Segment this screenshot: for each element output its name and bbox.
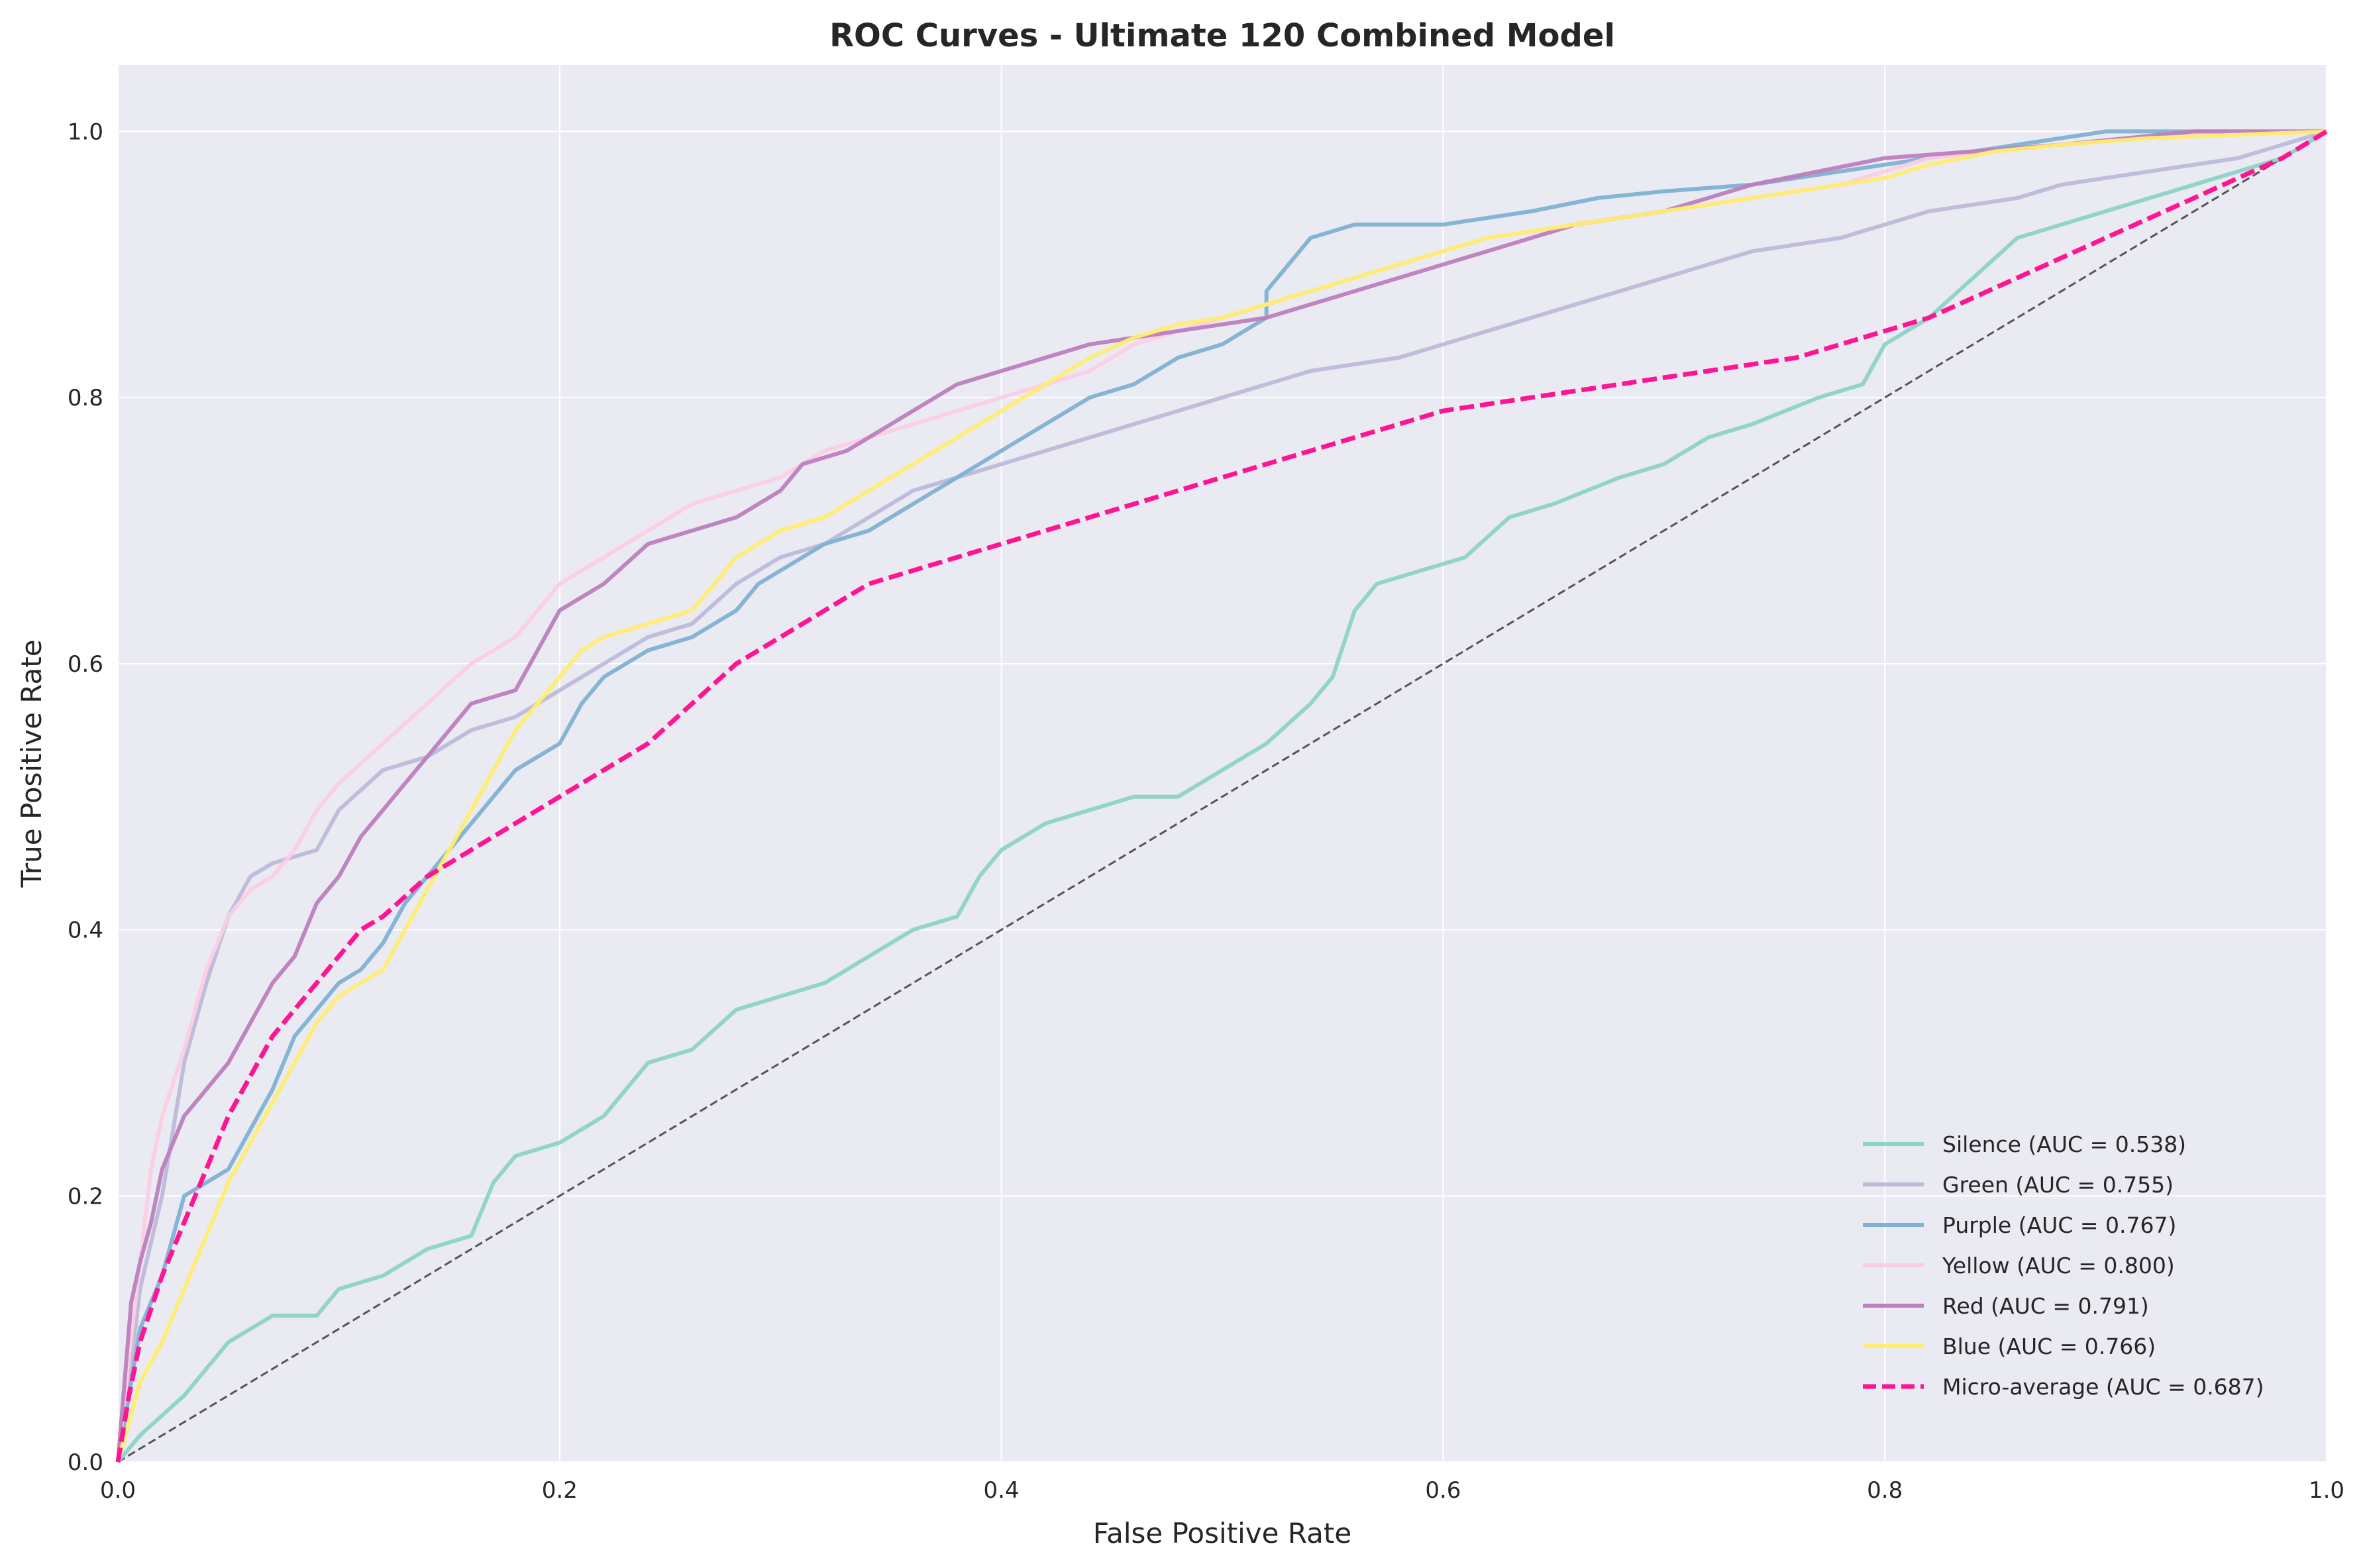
x-tick-label: 0.4 [984, 1477, 1020, 1504]
x-axis-label: False Positive Rate [1093, 1517, 1351, 1549]
x-tick-label: 0.0 [100, 1477, 136, 1504]
legend-label: Purple (AUC = 0.767) [1942, 1212, 2176, 1238]
legend: Silence (AUC = 0.538) Green (AUC = 0.755)… [1863, 1131, 2264, 1400]
y-tick-label: 0.0 [68, 1449, 103, 1476]
series-lines [115, 129, 2328, 1463]
x-tick-label: 0.6 [1425, 1477, 1461, 1504]
legend-label: Micro-average (AUC = 0.687) [1942, 1374, 2264, 1400]
x-tick-label: 0.8 [1867, 1477, 1903, 1504]
y-tick-label: 1.0 [68, 119, 103, 145]
legend-label: Red (AUC = 0.791) [1942, 1293, 2149, 1319]
axis-ticks: 0.0 0.2 0.4 0.6 0.8 1.0 0.0 0.2 0.4 0.6 0.8 1.0 [68, 119, 2344, 1504]
series-line [116, 129, 2328, 1463]
series-line [116, 129, 2327, 1463]
y-tick-label: 0.6 [68, 651, 103, 678]
y-tick-label: 0.8 [68, 385, 103, 411]
y-axis-label: True Positive Rate [15, 639, 48, 888]
legend-label: Yellow (AUC = 0.800) [1942, 1253, 2175, 1279]
x-tick-label: 1.0 [2309, 1477, 2344, 1504]
plot-background [118, 65, 2327, 1462]
legend-label: Silence (AUC = 0.538) [1942, 1131, 2186, 1157]
y-tick-label: 0.2 [68, 1183, 103, 1210]
series-line [115, 129, 2328, 1463]
x-tick-label: 0.2 [542, 1477, 578, 1504]
chart-title: ROC Curves - Ultimate 120 Combined Model [829, 17, 1615, 54]
legend-label: Blue (AUC = 0.766) [1942, 1333, 2156, 1359]
series-line [116, 129, 2327, 1463]
y-tick-label: 0.4 [68, 917, 103, 944]
chance-diagonal [117, 131, 2327, 1463]
legend-label: Green (AUC = 0.755) [1942, 1172, 2174, 1198]
